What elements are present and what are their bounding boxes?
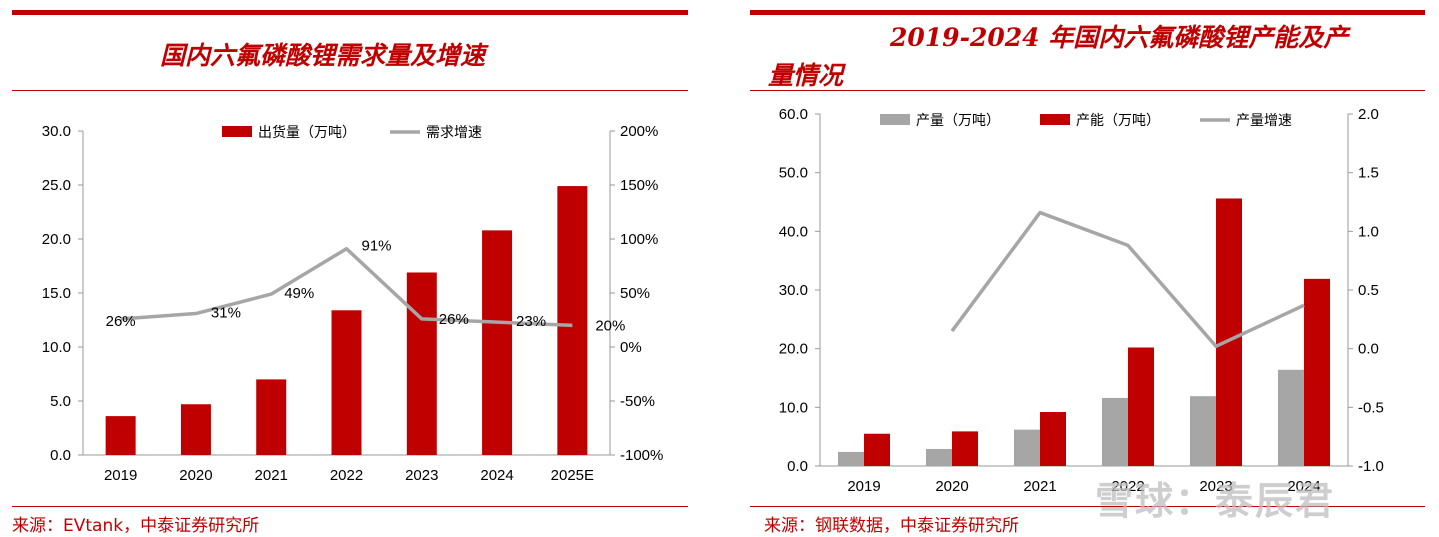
left-y-tick-label: 40.0: [779, 223, 808, 240]
watermark: 雪球：泰辰君: [1095, 479, 1336, 523]
right-y-tick-label: 2.0: [1358, 106, 1379, 123]
x-tick-label: 2022: [1111, 478, 1144, 495]
data-label: 31%: [211, 305, 241, 322]
right-y-tick-label: -1.0: [1358, 458, 1384, 475]
x-tick-label: 2024: [1287, 478, 1320, 495]
bar-产量（万吨）: [1102, 397, 1128, 466]
legend-label: 需求增速: [426, 124, 482, 140]
bar-产能（万吨）: [1216, 198, 1242, 466]
x-tick-label: 2020: [935, 478, 968, 495]
left-y-tick-label: 0.0: [787, 458, 808, 475]
right-chart-title-line2: 量情况: [768, 61, 844, 90]
x-tick-label: 2019: [104, 467, 137, 484]
bar-出货量（万吨）: [256, 379, 287, 455]
data-label: 20%: [595, 317, 625, 334]
right-source: 来源：钢联数据，中泰证券研究所: [764, 516, 1019, 536]
data-label: 91%: [361, 238, 391, 255]
data-label: 26%: [106, 313, 136, 330]
left-title-rule: [12, 90, 688, 91]
legend-swatch: [880, 114, 910, 125]
left-y-tick-label: 0.0: [50, 447, 71, 464]
x-tick-label: 2025E: [551, 467, 594, 484]
bar-产能（万吨）: [864, 433, 890, 466]
data-label: 26%: [439, 311, 469, 328]
bar-产能（万吨）: [1304, 278, 1330, 466]
legend-label: 产量增速: [1236, 112, 1292, 128]
bar-出货量（万吨）: [557, 186, 588, 455]
right-y-tick-label: -50%: [620, 393, 655, 410]
left-y-tick-label: 10.0: [779, 399, 808, 416]
bar-产能（万吨）: [952, 431, 978, 466]
right-title-rule: [750, 90, 1425, 91]
right-y-tick-label: 0.0: [1358, 341, 1379, 358]
x-tick-label: 2021: [255, 467, 288, 484]
left-y-tick-label: 15.0: [42, 285, 71, 302]
legend-label: 产量（万吨）: [916, 112, 1000, 128]
x-tick-label: 2022: [330, 467, 363, 484]
bar-出货量（万吨）: [482, 230, 513, 455]
bar-出货量（万吨）: [105, 416, 136, 455]
left-panel: 国内六氟磷酸锂需求量及增速 0.0 5.0 10.0 15.0 20.0 25.0 30.0…: [0, 0, 700, 537]
left-y-tick-label: 30.0: [779, 282, 808, 299]
left-y-tick-label: 60.0: [779, 106, 808, 123]
left-source-rule: [12, 506, 688, 507]
data-label: 23%: [516, 313, 546, 330]
x-tick-label: 2023: [405, 467, 438, 484]
left-chart-title: 国内六氟磷酸锂需求量及增速: [160, 41, 486, 70]
left-y-tick-label: 5.0: [50, 393, 71, 410]
line-产量增速: [950, 210, 1305, 349]
x-tick-label: 2024: [480, 467, 513, 484]
bar-产量（万吨）: [1014, 429, 1040, 466]
left-y-tick-label: 10.0: [42, 339, 71, 356]
x-tick-label: 2023: [1199, 478, 1232, 495]
bar-产能（万吨）: [1040, 412, 1066, 466]
x-tick-label: 2019: [847, 478, 880, 495]
right-y-tick-label: 150%: [620, 177, 658, 194]
left-source: 来源：EVtank，中泰证券研究所: [12, 516, 260, 536]
left-y-tick-label: 25.0: [42, 177, 71, 194]
bar-产量（万吨）: [1278, 369, 1304, 466]
right-y-tick-label: 1.0: [1358, 223, 1379, 240]
right-source-rule: [750, 506, 1425, 507]
bar-出货量（万吨）: [406, 272, 437, 455]
left-chart: 0.0 5.0 10.0 15.0 20.0 25.0 30.0 -100% -50% 0% 50%…: [42, 123, 664, 484]
bar-出货量（万吨）: [180, 404, 211, 455]
right-y-tick-label: 0.5: [1358, 282, 1379, 299]
legend-label: 出货量（万吨）: [258, 124, 356, 140]
right-top-rule: [750, 10, 1425, 15]
x-tick-label: 2021: [1023, 478, 1056, 495]
bar-产量（万吨）: [926, 448, 952, 466]
right-panel: 2019-2024 年国内六氟磷酸锂产能及产 量情况 0.0 10.0 20.0 30…: [740, 0, 1439, 537]
left-top-rule: [12, 10, 688, 15]
right-y-tick-label: -100%: [620, 447, 663, 464]
bar-产能（万吨）: [1128, 347, 1154, 466]
right-y-tick-label: 0%: [620, 339, 642, 356]
left-y-tick-label: 20.0: [42, 231, 71, 248]
left-y-tick-label: 30.0: [42, 123, 71, 140]
right-chart-title-line1: 2019-2024 年国内六氟磷酸锂产能及产: [890, 23, 1349, 52]
bar-产量（万吨）: [1190, 396, 1216, 466]
right-y-tick-label: 50%: [620, 285, 650, 302]
x-tick-label: 2020: [179, 467, 212, 484]
legend-label: 产能（万吨）: [1076, 112, 1160, 128]
legend-swatch: [1040, 114, 1070, 125]
legend-swatch: [222, 126, 252, 137]
bar-出货量（万吨）: [331, 310, 362, 455]
line-需求增速: [120, 246, 573, 328]
right-y-tick-label: 100%: [620, 231, 658, 248]
data-label: 49%: [284, 285, 314, 302]
right-y-tick-label: 200%: [620, 123, 658, 140]
bar-产量（万吨）: [838, 451, 864, 466]
left-y-tick-label: 20.0: [779, 341, 808, 358]
right-chart: 0.0 10.0 20.0 30.0 40.0 50.0 60.0 -1.0 -0.5 0.0 0.…: [779, 106, 1384, 495]
left-y-tick-label: 50.0: [779, 165, 808, 182]
right-y-tick-label: 1.5: [1358, 165, 1379, 182]
right-y-tick-label: -0.5: [1358, 399, 1384, 416]
